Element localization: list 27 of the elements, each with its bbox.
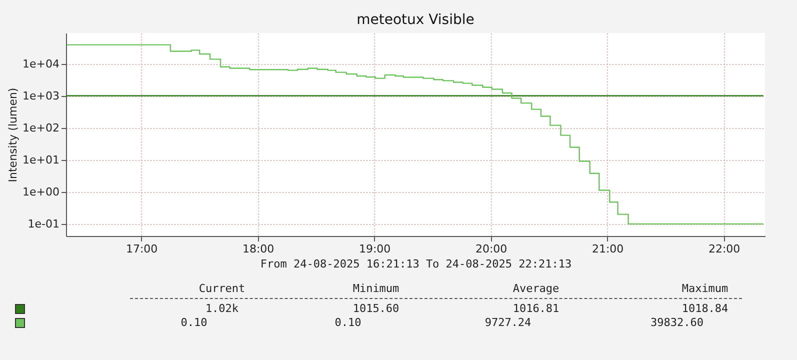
text: Minimum [352, 282, 400, 295]
text: 1016.81 [512, 302, 560, 315]
text: 9727.24 [484, 316, 532, 329]
y-tick-label: 1e+04 [22, 57, 60, 70]
y-tick-label: 1e+03 [22, 89, 60, 102]
y-tick-label: 1e+02 [22, 121, 60, 134]
x-axis-title: From 24-08-2025 16:21:13 To 24-08-2025 22:21:13 [260, 258, 572, 270]
x-tick-label: 19:00 [358, 242, 391, 256]
x-tick-label: 17:00 [126, 242, 158, 256]
text: 1018.84 [682, 302, 728, 315]
text: 39832.60 [650, 316, 704, 329]
chart-title: meteotux Visible [356, 12, 474, 28]
text: Current [198, 282, 246, 295]
x-tick-label: 18:00 [242, 242, 274, 256]
text: Average [512, 282, 560, 295]
x-tick-label: 20:00 [475, 242, 508, 256]
x-tick-label: 21:00 [592, 242, 624, 256]
text: 0.10 [334, 316, 362, 329]
x-tick-label: 22:00 [708, 242, 740, 256]
y-tick-label: 1e+01 [22, 153, 60, 166]
text: 1.02k [205, 302, 239, 315]
text: Maximum [682, 282, 728, 295]
text: 0.10 [180, 316, 208, 329]
y-axis-title: Intensity (lumen) [6, 88, 20, 182]
y-tick-label: 1e+00 [22, 185, 60, 198]
text: 1015.60 [352, 302, 400, 315]
y-tick-label: 1e-01 [28, 217, 60, 230]
